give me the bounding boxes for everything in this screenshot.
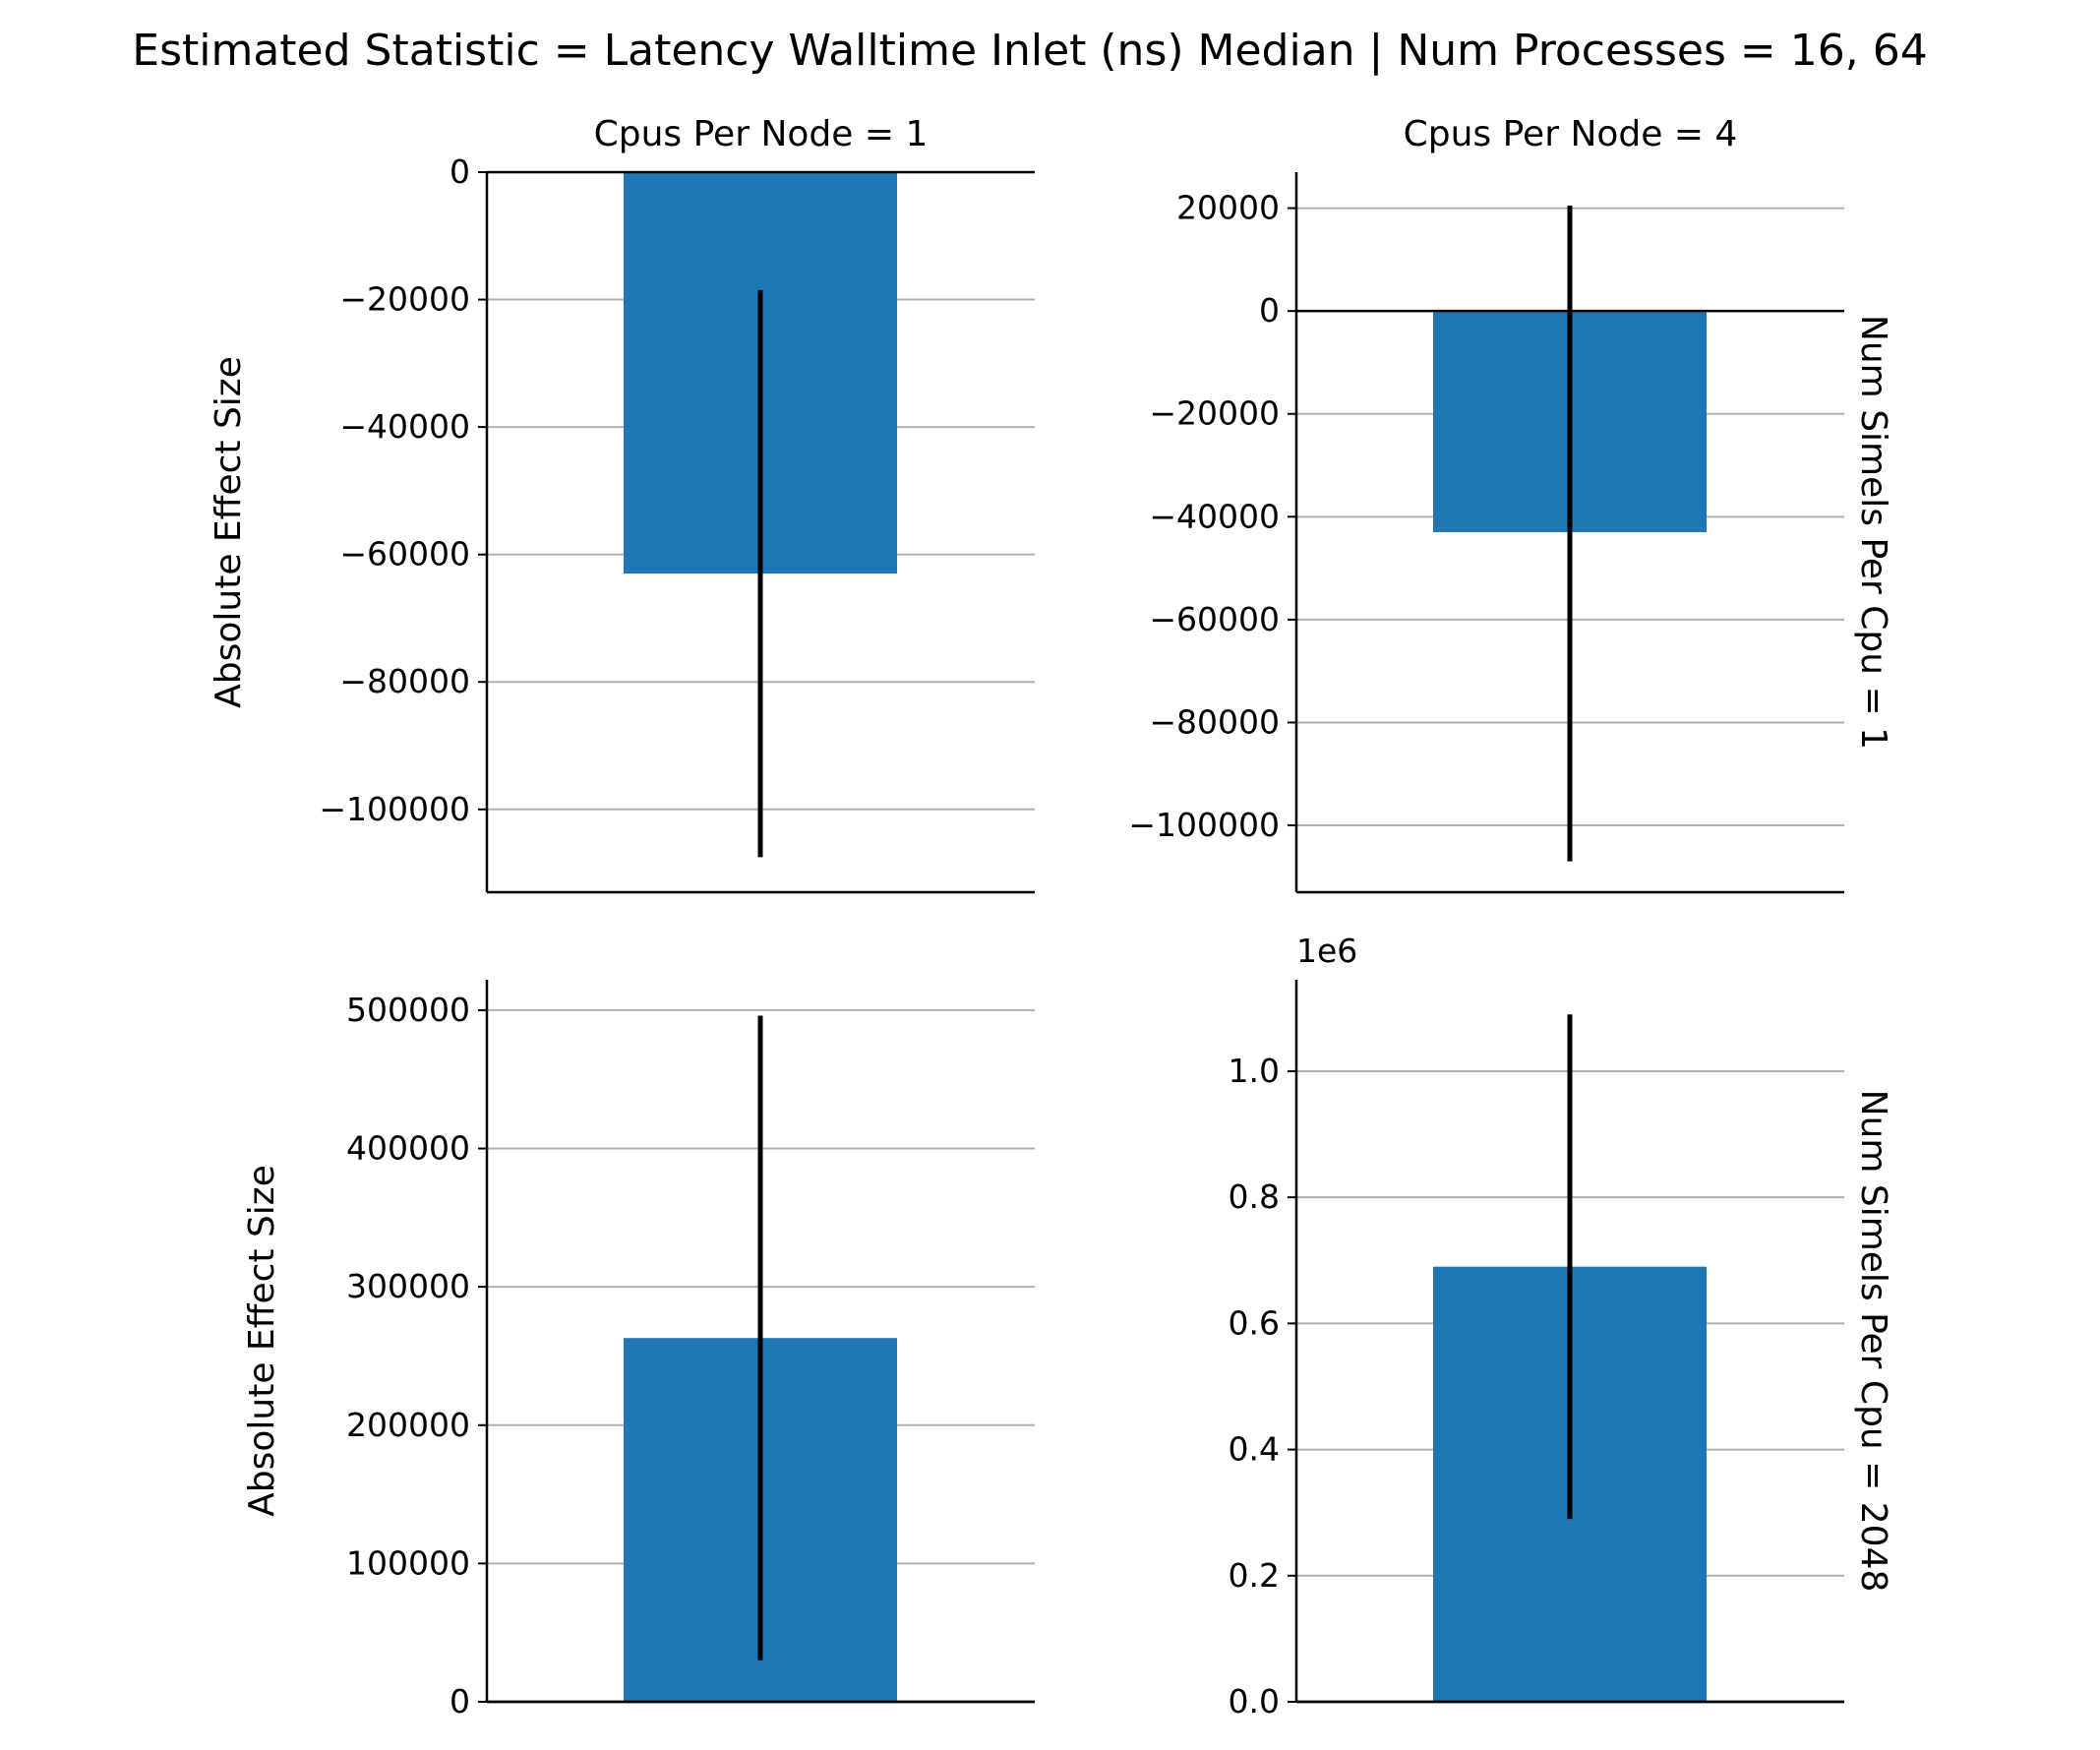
y-tick-label: 400000 xyxy=(346,1129,470,1168)
y-axis-label: Absolute Effect Size xyxy=(242,1165,282,1517)
panel-3: 0 100000 200000 300000 400000 500000 Absolute … xyxy=(242,980,1035,1720)
offset-label: 1e6 xyxy=(1296,932,1357,970)
y-tick-label: 200000 xyxy=(346,1406,470,1444)
y-tick-label: 0.6 xyxy=(1229,1303,1280,1342)
y-tick-label: −100000 xyxy=(319,790,470,828)
panels: 0 −20000 −40000 −60000 −80000 −100000 Cpus Per… xyxy=(209,114,1893,1720)
column-title: Cpus Per Node = 4 xyxy=(1404,114,1738,154)
y-tick-label: 500000 xyxy=(346,991,470,1029)
y-tick-label: 1.0 xyxy=(1229,1052,1280,1090)
y-tick-label: 0.0 xyxy=(1229,1682,1280,1720)
y-tick-label: 100000 xyxy=(346,1543,470,1582)
y-tick-label: −20000 xyxy=(1149,394,1280,433)
y-tick-label: 0 xyxy=(450,1682,470,1720)
y-tick-label: 300000 xyxy=(346,1267,470,1305)
y-tick-label: 0 xyxy=(450,152,470,191)
y-tick-label: −20000 xyxy=(339,280,470,319)
y-tick-label: −40000 xyxy=(1149,497,1280,535)
figure-title: Estimated Statistic = Latency Walltime I… xyxy=(132,26,1927,76)
panel-2: 20000 0 −20000 −40000 −60000 −80000 −100000 Cpu… xyxy=(1128,114,1893,894)
row-title: Num Simels Per Cpu = 2048 xyxy=(1853,1090,1893,1593)
y-tick-label: 0.4 xyxy=(1229,1430,1280,1469)
y-tick-label: 0 xyxy=(1259,291,1280,330)
y-tick-label: −60000 xyxy=(339,535,470,573)
panel-1: 0 −20000 −40000 −60000 −80000 −100000 Cpus Per… xyxy=(209,114,1035,894)
y-tick-label: −80000 xyxy=(1149,702,1280,741)
row-title: Num Simels Per Cpu = 1 xyxy=(1853,315,1893,750)
y-tick-label: 0.2 xyxy=(1229,1556,1280,1595)
y-tick-label: −60000 xyxy=(1149,600,1280,638)
y-tick-label: −100000 xyxy=(1128,806,1280,844)
y-tick-label: −80000 xyxy=(339,662,470,700)
y-tick-label: 0.8 xyxy=(1229,1177,1280,1216)
y-tick-label: 20000 xyxy=(1176,189,1280,227)
y-axis-label: Absolute Effect Size xyxy=(209,356,249,708)
y-tick-label: −40000 xyxy=(339,407,470,446)
panel-4: 0.0 0.2 0.4 0.6 0.8 1.0 1e6 Num Simels Per Cpu … xyxy=(1229,932,1893,1720)
column-title: Cpus Per Node = 1 xyxy=(594,114,929,154)
